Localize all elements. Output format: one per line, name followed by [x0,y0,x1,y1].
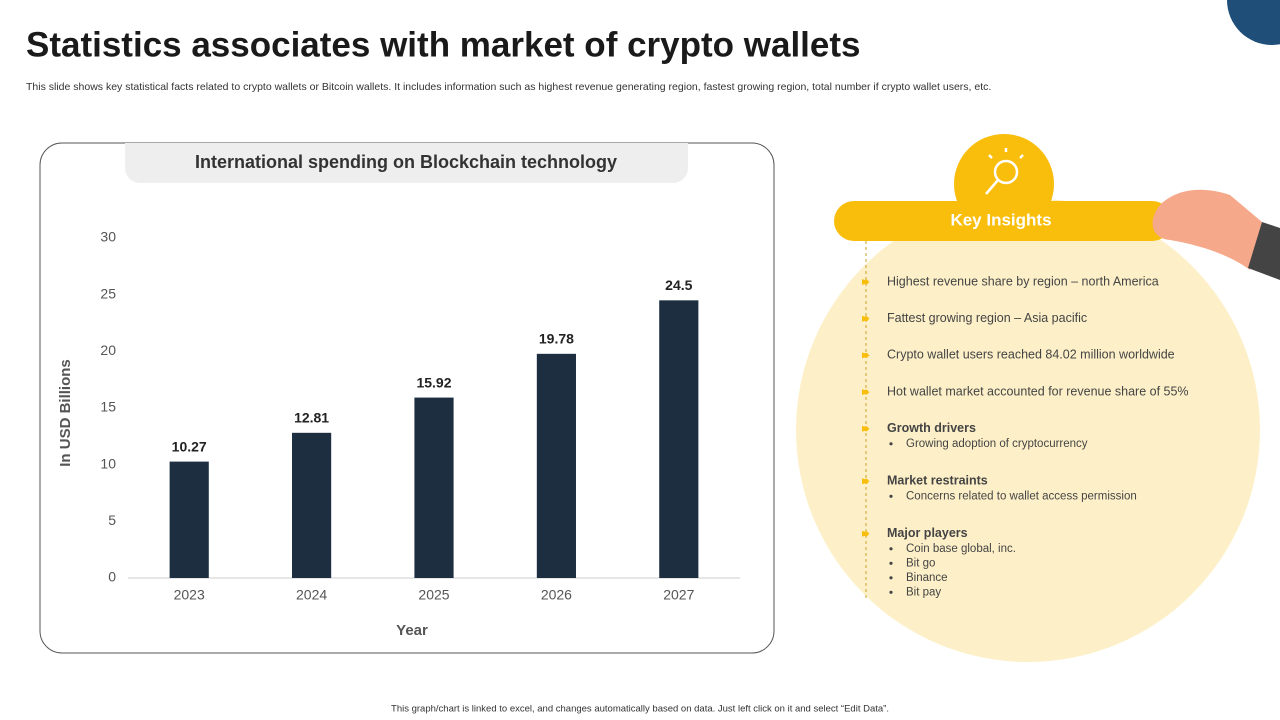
x-axis-label: Year [396,622,428,639]
y-tick-label: 5 [108,512,116,528]
data-label: 15.92 [416,374,451,390]
y-axis-label: In USD Billions [57,359,74,467]
data-label: 24.5 [665,277,692,293]
insight-text: Hot wallet market accounted for revenue … [887,384,1189,398]
x-tick-label: 2027 [663,587,694,603]
bulb-icon [985,148,1024,195]
x-tick-label: 2023 [174,587,205,603]
bar [169,461,209,578]
insight-bullet: Growing adoption of cryptocurrency [906,438,1088,450]
footer-note: This graph/chart is linked to excel, and… [391,704,889,715]
bar [659,300,699,578]
bar [414,397,454,578]
item-dot [863,531,869,537]
bullet-dot [889,494,893,498]
hand [1152,189,1262,270]
insight-heading: Market restraints [887,474,988,488]
data-label: 10.27 [172,438,207,454]
y-tick-label: 15 [100,399,116,415]
chart-title: International spending on Blockchain tec… [195,152,617,172]
bullet-dot [889,576,893,580]
insights-title: Key Insights [950,210,1051,229]
insight-bullet: Coin base global, inc. [906,543,1016,555]
y-tick-label: 0 [108,569,116,585]
bar [292,432,332,578]
y-tick-label: 10 [100,455,116,471]
x-tick-label: 2024 [296,587,327,603]
y-tick-label: 25 [100,285,116,301]
sleeve [1248,222,1280,280]
insight-text: Fattest growing region – Asia pacific [887,311,1087,325]
item-dot [863,478,869,484]
bullet-dot [889,561,893,565]
slide-title: Statistics associates with market of cry… [26,25,860,64]
item-dot [863,279,869,285]
insights-backdrop [796,198,1260,662]
insight-heading: Growth drivers [887,421,976,435]
item-dot [863,316,869,322]
item-dot [863,389,869,395]
insight-bullet: Bit pay [906,586,941,598]
insight-bullet: Binance [906,572,948,584]
item-dot [863,352,869,358]
item-dot [863,426,869,432]
bullet-dot [889,590,893,594]
slide-subtitle: This slide shows key statistical facts r… [26,81,991,93]
insight-text: Highest revenue share by region – north … [887,274,1159,288]
bullet-dot [889,442,893,446]
data-label: 12.81 [294,410,329,426]
insight-bullet: Concerns related to wallet access permis… [906,490,1137,502]
insight-heading: Major players [887,526,968,540]
insights-banner [834,201,1172,241]
corner-circle [1227,0,1280,45]
x-tick-label: 2026 [541,587,572,603]
insight-text: Crypto wallet users reached 84.02 millio… [887,348,1175,362]
x-tick-label: 2025 [418,587,449,603]
y-tick-label: 20 [100,342,116,358]
data-label: 19.78 [539,331,574,347]
insight-bullet: Bit go [906,557,935,569]
bar [536,353,576,578]
y-tick-label: 30 [100,229,116,245]
chart-title-tab [125,143,688,183]
bullet-dot [889,547,893,551]
